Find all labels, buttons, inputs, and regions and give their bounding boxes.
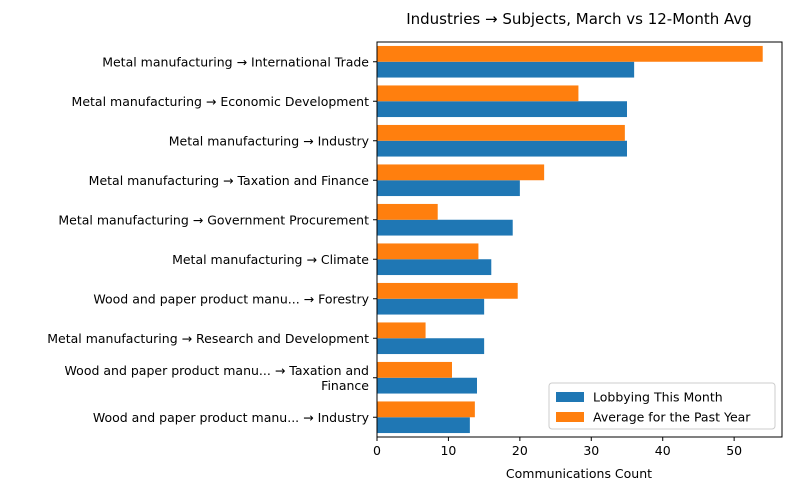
x-tick-label: 40 bbox=[655, 443, 671, 458]
x-axis: 0 10 20 30 40 50 bbox=[373, 437, 742, 458]
bar-this-month bbox=[377, 140, 627, 157]
bars-group bbox=[377, 45, 763, 434]
bar-past-year-avg bbox=[377, 203, 438, 220]
bar-this-month bbox=[377, 180, 520, 197]
y-tick-label: Wood and paper product manu... → Industr… bbox=[93, 410, 370, 425]
y-tick-label: Metal manufacturing → Research and Devel… bbox=[47, 331, 369, 346]
bar-past-year-avg bbox=[377, 85, 579, 102]
y-tick-label: Metal manufacturing → Climate bbox=[172, 252, 369, 267]
bar-past-year-avg bbox=[377, 164, 545, 181]
bar-this-month bbox=[377, 101, 627, 118]
bar-past-year-avg bbox=[377, 45, 763, 62]
chart-title: Industries → Subjects, March vs 12-Month… bbox=[406, 10, 752, 28]
y-tick-label: Metal manufacturing → International Trad… bbox=[102, 54, 369, 69]
x-tick-label: 0 bbox=[373, 443, 381, 458]
x-tick-label: 50 bbox=[726, 443, 742, 458]
y-tick-label: Finance bbox=[321, 378, 369, 393]
bar-past-year-avg bbox=[377, 361, 452, 378]
bar-this-month bbox=[377, 259, 492, 276]
y-tick-label: Metal manufacturing → Industry bbox=[169, 133, 370, 148]
bar-this-month bbox=[377, 417, 470, 434]
bar-this-month bbox=[377, 298, 485, 315]
legend-swatch bbox=[556, 392, 584, 402]
y-tick-label: Wood and paper product manu... → Forestr… bbox=[93, 291, 369, 306]
legend-frame bbox=[548, 382, 776, 430]
bar-this-month bbox=[377, 219, 513, 236]
bar-past-year-avg bbox=[377, 124, 625, 141]
bar-this-month bbox=[377, 377, 477, 394]
bar-this-month bbox=[377, 61, 635, 78]
bar-past-year-avg bbox=[377, 282, 518, 299]
legend: Lobbying This Month Average for the Past … bbox=[548, 382, 776, 430]
bar-past-year-avg bbox=[377, 243, 479, 260]
legend-label: Lobbying This Month bbox=[593, 390, 723, 405]
bar-past-year-avg bbox=[377, 401, 475, 418]
y-tick-label: Metal manufacturing → Taxation and Finan… bbox=[89, 173, 370, 188]
legend-label: Average for the Past Year bbox=[593, 410, 751, 425]
x-tick-label: 20 bbox=[512, 443, 528, 458]
x-tick-label: 10 bbox=[440, 443, 456, 458]
x-axis-label: Communications Count bbox=[506, 466, 652, 481]
y-tick-label: Wood and paper product manu... → Taxatio… bbox=[65, 363, 369, 378]
legend-swatch bbox=[556, 412, 584, 422]
bar-this-month bbox=[377, 338, 485, 355]
y-tick-label: Metal manufacturing → Government Procure… bbox=[58, 212, 369, 227]
x-tick-label: 30 bbox=[583, 443, 599, 458]
y-tick-label: Metal manufacturing → Economic Developme… bbox=[72, 94, 370, 109]
bar-past-year-avg bbox=[377, 322, 426, 339]
plot-frame bbox=[376, 41, 783, 438]
y-axis: Metal manufacturing → International Trad… bbox=[47, 54, 377, 425]
